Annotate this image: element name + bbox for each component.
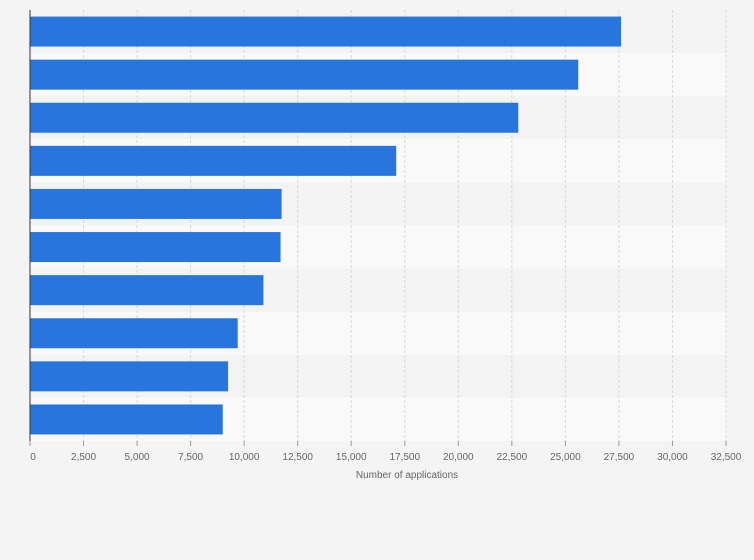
tick-label: 25,000 [550, 452, 581, 463]
tick-label: 15,000 [336, 452, 367, 463]
tick-label: 20,000 [443, 452, 474, 463]
x-axis-label: Number of applications [356, 470, 458, 481]
bar[interactable] [30, 188, 282, 219]
tick-label: 30,000 [657, 452, 688, 463]
bar[interactable] [30, 16, 622, 47]
tick-label: 22,500 [497, 452, 528, 463]
tick-label: 7,500 [178, 452, 203, 463]
tick-label: 12,500 [282, 452, 313, 463]
bars [30, 16, 622, 435]
bar[interactable] [30, 404, 223, 435]
tick-label: 5,000 [125, 452, 150, 463]
bar[interactable] [30, 145, 397, 176]
tick-label: 10,000 [229, 452, 260, 463]
bar[interactable] [30, 318, 238, 349]
bar[interactable] [30, 102, 519, 133]
bar[interactable] [30, 232, 281, 263]
tick-label: 17,500 [389, 452, 420, 463]
x-axis-ticks: 0 2,500 5,000 7,500 10,000 12,500 15,000 17,500… [29, 441, 742, 463]
bar[interactable] [30, 275, 264, 306]
tick-label: 27,500 [604, 452, 635, 463]
bar[interactable] [30, 59, 579, 90]
tick-label: 0 [30, 452, 36, 463]
tick-label: 2,500 [71, 452, 96, 463]
bar[interactable] [30, 361, 229, 392]
tick-label: 32,500 [711, 452, 742, 463]
